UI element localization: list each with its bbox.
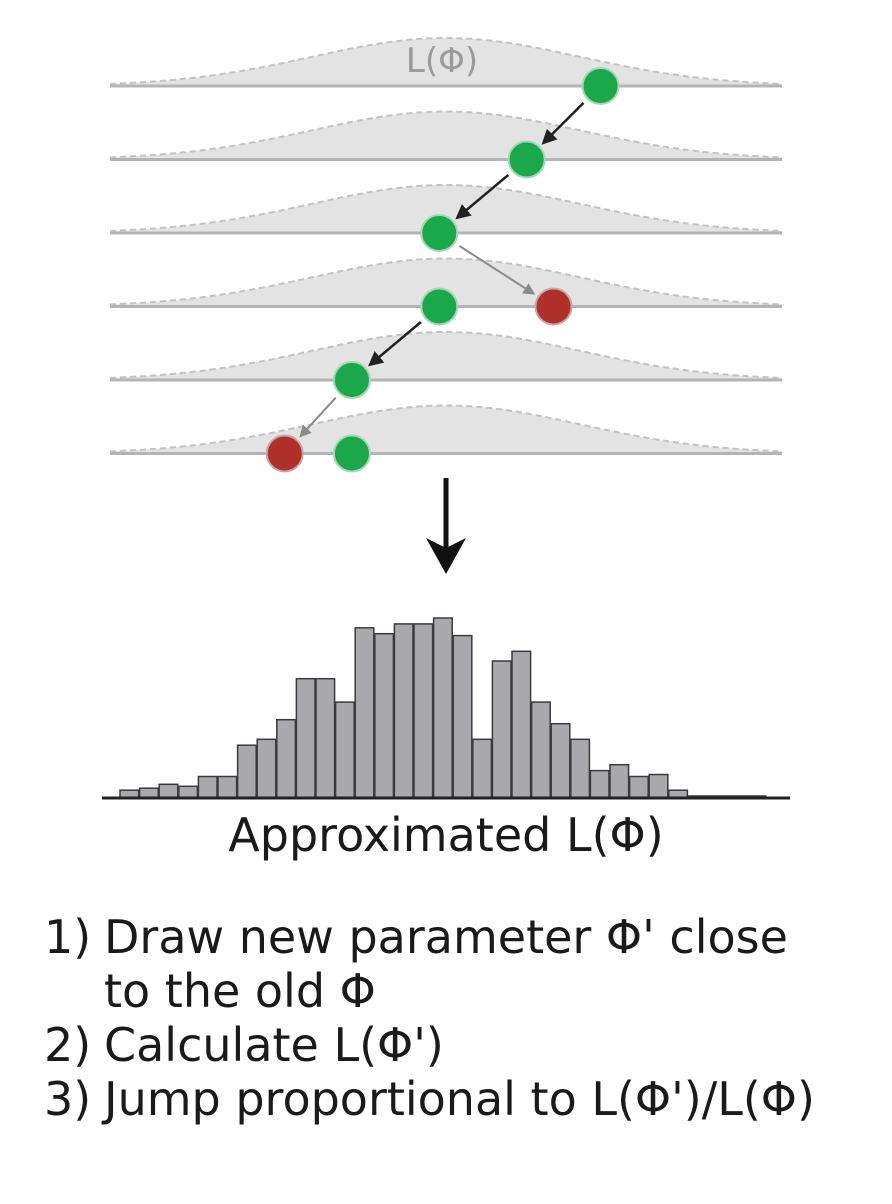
rejected-sample-dot xyxy=(534,287,573,326)
histogram-bar xyxy=(295,677,316,799)
likelihood-curve-outline xyxy=(109,110,783,159)
histogram-bar xyxy=(236,744,257,799)
accepted-sample-dot xyxy=(332,361,371,399)
likelihood-curve xyxy=(110,258,782,307)
step-text: Calculate L(Φ') xyxy=(104,1018,444,1072)
step-3: 3) Jump proportional to L(Φ')/L(Φ) xyxy=(44,1072,884,1126)
histogram-bar xyxy=(374,632,395,799)
rejected-proposal-arrow xyxy=(458,245,536,295)
step-number: 1) xyxy=(44,910,92,964)
accepted-sample-dot xyxy=(581,67,620,105)
step-line: Calculate L(Φ') xyxy=(104,1018,444,1072)
likelihood-curve xyxy=(110,185,782,233)
likelihood-curve-outline xyxy=(109,404,783,453)
likelihood-curve-label: L(Φ) xyxy=(406,41,478,81)
histogram-bar xyxy=(609,763,630,799)
histogram-bar xyxy=(452,634,473,799)
likelihood-curve-outline xyxy=(109,331,783,379)
likelihood-curve-outline xyxy=(109,184,783,232)
likelihood-curve xyxy=(110,405,782,454)
step-number: 2) xyxy=(44,1018,92,1072)
histogram-bar xyxy=(315,677,336,799)
step-2: 2) Calculate L(Φ') xyxy=(44,1018,884,1072)
mcmc-diagram: L(Φ) xyxy=(102,37,790,800)
algorithm-steps: 1) Draw new parameter Φ' close to the ol… xyxy=(44,910,884,1126)
rejected-sample-dot xyxy=(265,434,304,473)
histogram-bar xyxy=(158,783,179,799)
likelihood-curve xyxy=(110,111,782,160)
histogram-bar xyxy=(354,627,375,799)
likelihood-curve-outline xyxy=(109,257,783,306)
step-line: to the old Φ xyxy=(104,964,376,1018)
histogram-bar xyxy=(393,623,414,799)
histogram-bar xyxy=(256,738,277,799)
histogram-bar xyxy=(197,775,218,799)
accepted-step-arrow xyxy=(455,174,510,220)
histogram-bar xyxy=(628,775,649,799)
down-arrow xyxy=(426,478,466,574)
histogram-bar xyxy=(217,775,238,799)
histogram-caption: Approximated L(Φ) xyxy=(228,808,664,862)
histogram-bar xyxy=(550,722,571,799)
histogram-bar xyxy=(178,785,199,799)
histogram-bar xyxy=(276,718,297,799)
accepted-sample-dot xyxy=(420,287,459,326)
accepted-step-arrow xyxy=(541,102,585,145)
accepted-sample-dot xyxy=(332,434,371,473)
step-text: Draw new parameter Φ' close to the old Φ xyxy=(104,910,788,1018)
down-arrow-head xyxy=(426,538,466,574)
histogram-bar xyxy=(491,660,512,799)
step-line: Jump proportional to L(Φ')/L(Φ) xyxy=(104,1072,815,1126)
rejected-proposal-arrow xyxy=(299,397,337,438)
histogram-bar xyxy=(648,773,669,799)
histogram-bar xyxy=(472,738,493,799)
likelihood-curve xyxy=(110,332,782,380)
histogram-bar xyxy=(413,623,434,799)
step-number: 3) xyxy=(44,1072,92,1126)
histogram-bar xyxy=(530,701,551,799)
histogram-bar xyxy=(570,738,591,799)
histogram-bar xyxy=(511,650,532,799)
accepted-step-arrow xyxy=(368,321,422,367)
mcmc-chain xyxy=(109,37,783,473)
step-text: Jump proportional to L(Φ')/L(Φ) xyxy=(104,1072,815,1126)
step-1: 1) Draw new parameter Φ' close to the ol… xyxy=(44,910,884,1018)
histogram-bar xyxy=(589,769,610,799)
likelihood-curve-outline xyxy=(109,37,783,85)
accepted-sample-dot xyxy=(507,140,546,179)
histogram-bar xyxy=(334,701,355,799)
histogram-bar xyxy=(432,617,453,799)
histogram xyxy=(102,617,790,800)
step-line: Draw new parameter Φ' close xyxy=(104,910,788,964)
accepted-sample-dot xyxy=(420,214,459,252)
